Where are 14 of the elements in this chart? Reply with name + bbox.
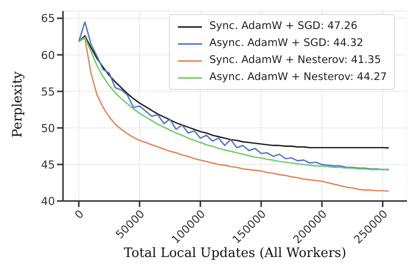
legend-label: Async. AdamW + SGD: 44.32	[209, 36, 364, 51]
y-tick-label: 50	[41, 122, 55, 135]
x-axis-title: Total Local Updates (All Workers)	[122, 246, 348, 261]
y-tick-label: 45	[41, 158, 55, 172]
legend-label: Sync. AdamW + SGD: 47.26	[209, 19, 358, 34]
y-tick-label: 65	[41, 12, 55, 26]
line-series	[78, 35, 390, 149]
y-tick-label: 60	[41, 48, 55, 62]
y-tick-label: 40	[41, 194, 55, 208]
legend-label: Async. AdamW + Nesterov: 44.27	[209, 70, 387, 85]
y-tick-label: 55	[41, 85, 55, 98]
x-tick-label: 0	[72, 207, 86, 222]
legend-label: Sync. AdamW + Nesterov: 41.35	[209, 53, 381, 68]
y-axis-title: Perplexity	[10, 71, 26, 138]
